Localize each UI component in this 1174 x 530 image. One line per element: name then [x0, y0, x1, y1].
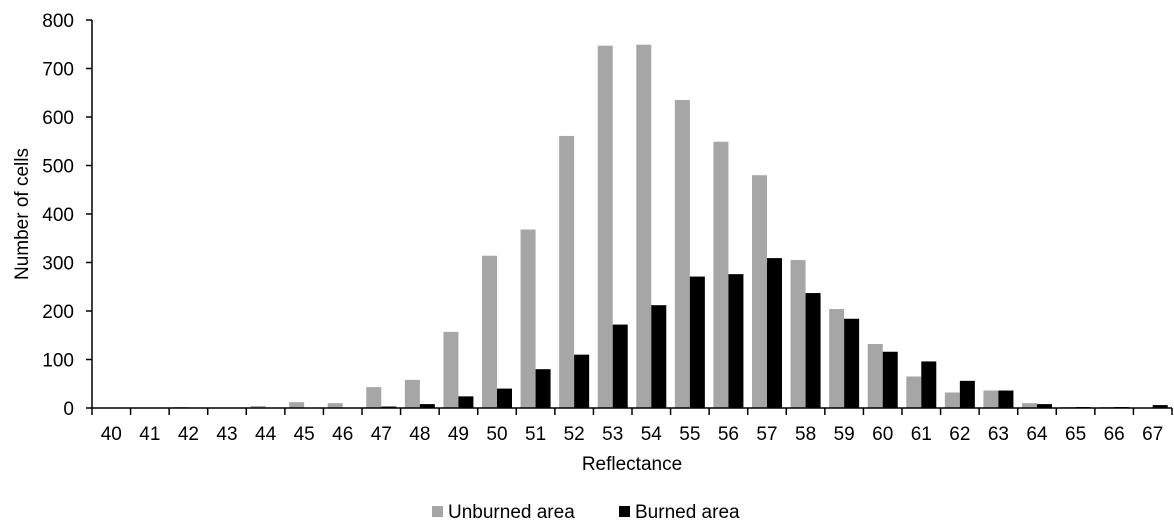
y-tick-label: 400: [42, 205, 74, 226]
bars: [173, 44, 1168, 409]
unburned-bar-59: [829, 309, 845, 408]
burned-bar-56: [728, 274, 744, 408]
x-tick-label: 50: [486, 424, 507, 445]
burned-bar-50: [497, 388, 512, 408]
burned-bar-61: [921, 361, 937, 408]
x-tick-label: 47: [371, 424, 392, 445]
burned-bar-54: [651, 305, 667, 408]
x-tick-label: 67: [1142, 424, 1163, 445]
unburned-bar-62: [944, 392, 960, 408]
x-tick-label: 44: [255, 424, 277, 445]
unburned-bar-47: [366, 387, 382, 408]
x-tick-label: 64: [1026, 424, 1048, 445]
y-tick-label: 0: [63, 399, 74, 420]
x-ticks: [91, 408, 1173, 415]
burned-bar-48: [419, 404, 435, 408]
unburned-bar-63: [983, 390, 999, 408]
x-tick-label: 52: [564, 424, 585, 445]
burned-bar-64: [1037, 404, 1052, 408]
x-tick-label: 46: [332, 424, 353, 445]
x-tick-label: 55: [679, 424, 700, 445]
x-tick-label: 65: [1065, 424, 1086, 445]
unburned-bar-55: [674, 100, 690, 409]
unburned-bar-48: [404, 379, 420, 408]
unburned-bar-60: [867, 343, 883, 408]
y-tick-label: 700: [42, 60, 74, 81]
y-tick-labels: 0 100 200 300 400 500 600 700 800: [42, 11, 74, 420]
x-tick-label: 66: [1104, 424, 1125, 445]
unburned-bar-56: [713, 141, 729, 409]
unburned-bar-52: [559, 135, 575, 409]
unburned-bar-49: [443, 331, 459, 408]
x-tick-label: 62: [949, 424, 970, 445]
x-tick-label: 59: [834, 424, 855, 445]
x-tick-label: 54: [641, 424, 663, 445]
unburned-bar-51: [520, 229, 536, 408]
burned-bar-60: [882, 351, 898, 408]
y-ticks: [86, 19, 92, 409]
x-tick-label: 48: [409, 424, 430, 445]
x-tick-label: 56: [718, 424, 739, 445]
burned-bar-63: [998, 390, 1014, 408]
unburned-bar-61: [906, 376, 922, 408]
y-tick-label: 600: [42, 108, 74, 129]
burned-bar-55: [689, 276, 705, 408]
x-axis-title: Reflectance: [582, 454, 682, 475]
legend: Unburned area Burned area: [432, 502, 740, 523]
x-tick-label: 40: [101, 424, 122, 445]
x-tick-label: 60: [872, 424, 893, 445]
burned-bar-51: [535, 369, 551, 408]
x-tick-label: 41: [139, 424, 160, 445]
burned-bar-57: [767, 258, 782, 408]
x-tick-label: 43: [216, 424, 237, 445]
legend-swatch-unburned: [432, 506, 443, 517]
x-tick-label: 63: [988, 424, 1009, 445]
y-tick-label: 800: [42, 11, 74, 32]
unburned-bar-45: [289, 402, 305, 408]
x-tick-label: 57: [756, 424, 777, 445]
y-tick-label: 500: [42, 157, 74, 178]
unburned-bar-46: [327, 403, 343, 408]
x-tick-label: 61: [911, 424, 932, 445]
y-tick-label: 100: [42, 351, 74, 372]
legend-label-burned: Burned area: [635, 502, 740, 523]
burned-bar-59: [844, 318, 860, 408]
burned-bar-52: [574, 354, 590, 408]
unburned-bar-53: [597, 45, 613, 409]
burned-bar-53: [612, 324, 628, 408]
x-tick-label: 58: [795, 424, 816, 445]
unburned-bar-44: [250, 406, 266, 408]
y-axis-title: Number of cells: [12, 148, 33, 280]
legend-label-unburned: Unburned area: [448, 502, 575, 523]
burned-bar-67: [1152, 405, 1168, 408]
burned-bar-49: [458, 396, 474, 408]
x-tick-label: 49: [448, 424, 469, 445]
x-tick-labels: 40 41 42 43 44 45 46 47 48 49 50 51 52 53 54 55 56 57 58 59…: [101, 424, 1164, 445]
x-tick-label: 42: [178, 424, 199, 445]
y-tick-label: 200: [42, 302, 74, 323]
unburned-bar-54: [636, 44, 652, 409]
unburned-bar-64: [1022, 403, 1037, 408]
y-tick-label: 300: [42, 254, 74, 275]
legend-swatch-burned: [619, 506, 630, 517]
unburned-bar-58: [790, 260, 806, 408]
unburned-bar-50: [482, 255, 497, 408]
unburned-bar-57: [752, 175, 767, 408]
x-tick-label: 53: [602, 424, 623, 445]
burned-bar-62: [959, 380, 975, 408]
burned-bar-58: [805, 293, 821, 408]
x-tick-label: 51: [525, 424, 546, 445]
x-tick-label: 45: [294, 424, 315, 445]
